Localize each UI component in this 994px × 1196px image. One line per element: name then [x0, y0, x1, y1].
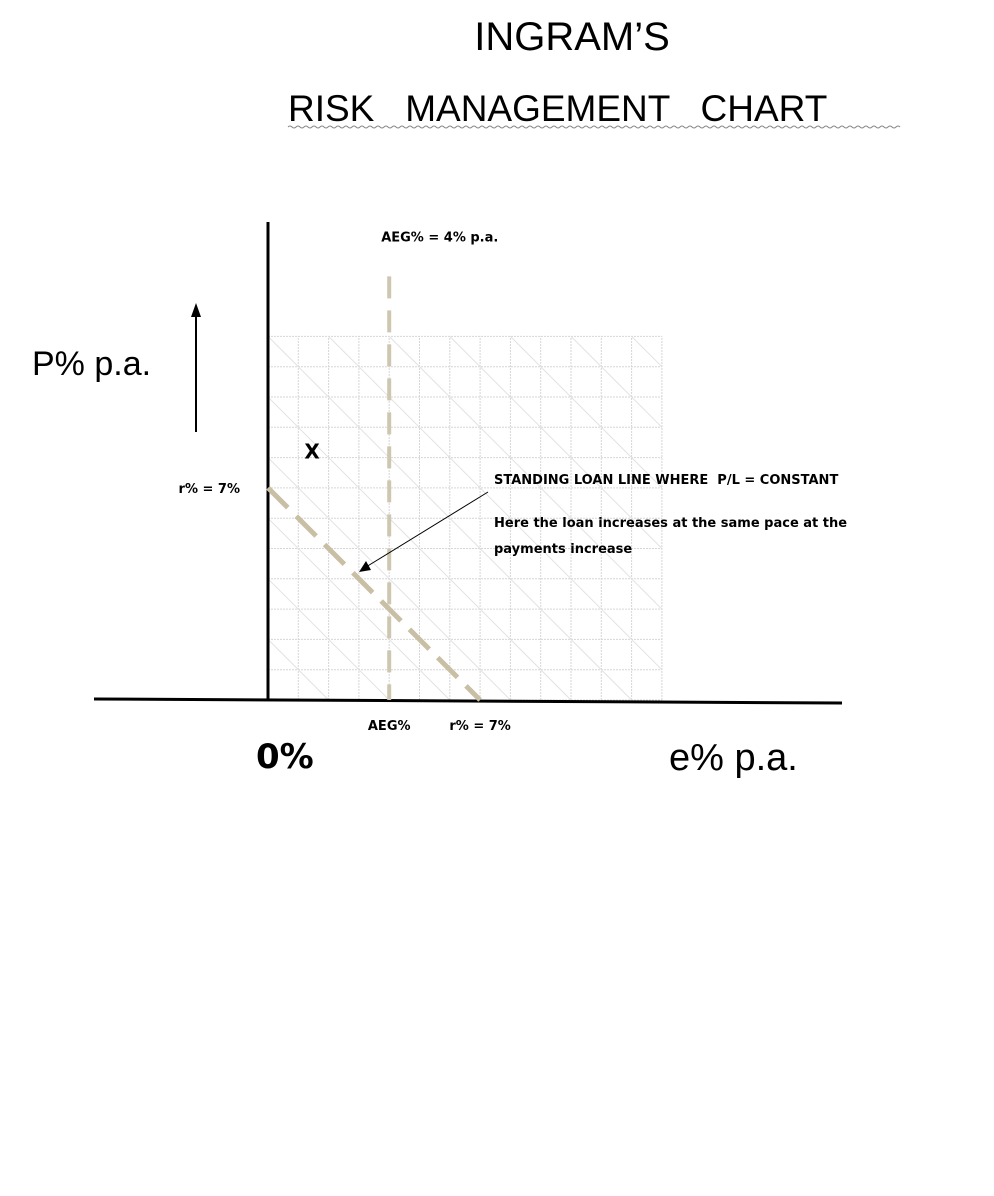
marker-x-point: X	[304, 440, 320, 464]
x-tick-label: AEG%	[368, 719, 411, 734]
grid-hatch-line	[510, 336, 663, 489]
grid-hatch-line	[449, 336, 663, 549]
origin-label: 0%	[256, 737, 314, 777]
grid-hatch-line	[570, 336, 663, 428]
grid-hatch-line	[267, 457, 511, 701]
grid-hatch-line	[267, 517, 451, 701]
y-direction-arrowhead	[191, 303, 201, 317]
y-tick-label: r% = 7%	[179, 482, 240, 497]
x-axis-label: e% p.a.	[669, 737, 798, 779]
grid-hatch-line	[631, 336, 663, 368]
grid-hatch-line	[267, 639, 329, 701]
grid-hatch-line	[267, 396, 572, 701]
annotation-title: STANDING LOAN LINE WHERE P/L = CONSTANT	[494, 473, 838, 488]
x-tick-label: r% = 7%	[449, 719, 510, 734]
annotation-pointer-arrow	[365, 491, 489, 568]
annotation-pointer-arrowhead	[359, 561, 371, 572]
reference-line-label: AEG% = 4% p.a.	[381, 230, 498, 245]
x-axis	[93, 697, 843, 705]
title-squiggle-underline	[287, 125, 901, 129]
grid-hatch-line	[328, 336, 663, 671]
series-standing-loan-line	[266, 486, 482, 702]
grid-hatch-line	[388, 336, 663, 610]
chart-grid	[267, 335, 663, 701]
grid-hatch-line	[267, 336, 632, 701]
chart-title-line2: RISK MANAGEMENT CHART	[288, 88, 827, 129]
y-axis-label: P% p.a.	[32, 345, 151, 383]
chart-data-layer: AEG% = 4% p.a. AEG% r% = 7% r% = 7% X	[179, 230, 511, 734]
grid-hatch-line	[267, 578, 390, 701]
annotation-line-1: Here the loan increases at the same pace…	[494, 516, 847, 531]
annotation-line-2: payments increase	[494, 542, 632, 557]
chart-title-line1: INGRAM’S	[474, 15, 670, 59]
